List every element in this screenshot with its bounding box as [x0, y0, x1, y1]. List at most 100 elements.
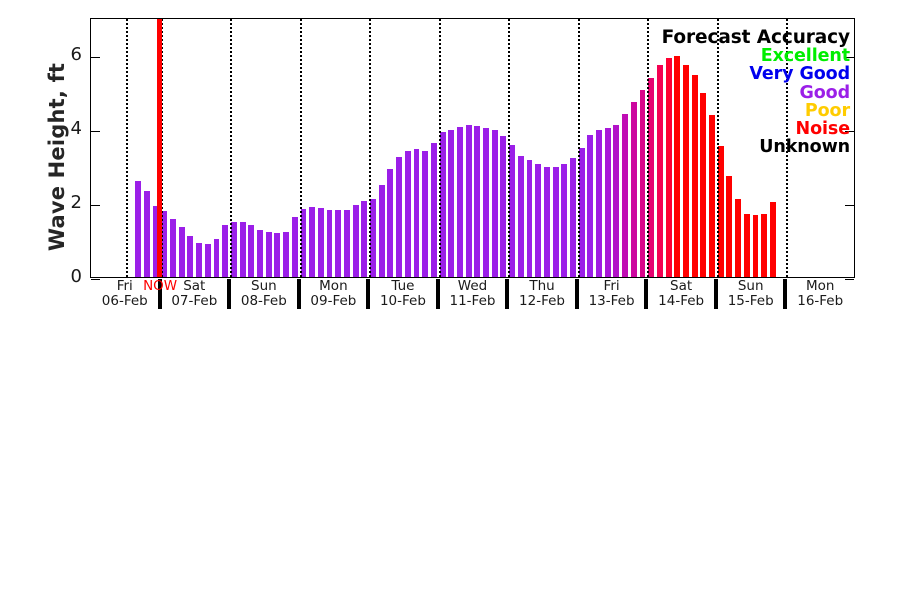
x-day-date: 12-Feb	[519, 293, 565, 309]
bar	[274, 232, 281, 277]
forecast-accuracy-legend: Forecast Accuracy Excellent Very Good Good…	[470, 27, 850, 157]
x-day-separator	[644, 279, 649, 309]
bar	[343, 210, 350, 277]
bar	[317, 207, 324, 277]
bar	[204, 244, 211, 277]
x-day-weekday: Fri	[116, 278, 133, 294]
bar	[335, 210, 342, 277]
bar	[509, 144, 516, 277]
x-day-label: Sat 14-Feb	[646, 279, 716, 309]
y-tick-label: 6	[70, 44, 82, 66]
x-day-weekday: Thu	[529, 278, 555, 294]
bar	[170, 218, 176, 277]
bar	[709, 115, 715, 277]
bar	[752, 214, 759, 277]
bar	[456, 127, 463, 277]
bar	[144, 191, 150, 277]
x-day-date: 10-Feb	[379, 293, 426, 309]
bar	[291, 217, 298, 277]
bar	[587, 134, 594, 277]
bar	[517, 155, 524, 277]
bar	[526, 160, 533, 277]
x-day-separator	[157, 279, 162, 309]
day-separator-partial	[125, 19, 128, 277]
bar	[604, 128, 611, 277]
x-day-weekday: Sat	[670, 278, 693, 294]
x-day-separator	[435, 279, 440, 309]
x-day-separator	[574, 279, 579, 309]
bar	[596, 129, 602, 277]
bar	[491, 130, 498, 277]
x-day-separator	[505, 279, 510, 309]
bar	[230, 221, 237, 277]
x-day-date: 13-Feb	[588, 293, 635, 309]
bar	[178, 226, 185, 277]
bar	[309, 207, 316, 277]
bar	[396, 156, 403, 277]
x-day-label: Mon 09-Feb	[299, 279, 369, 309]
x-day-separator	[366, 279, 371, 309]
bar	[239, 222, 246, 277]
y-tick-right	[845, 279, 854, 280]
bar	[257, 229, 263, 277]
bar	[474, 126, 481, 277]
bar	[265, 232, 272, 277]
legend-item-very-good: Very Good	[749, 64, 850, 85]
x-day-date: 08-Feb	[240, 293, 287, 309]
bar	[674, 56, 681, 277]
x-day-weekday: Wed	[457, 278, 488, 294]
bar	[248, 225, 255, 277]
bar	[622, 114, 629, 277]
bar	[361, 201, 368, 277]
x-day-separator	[713, 279, 718, 309]
x-day-separator	[296, 279, 301, 309]
bar	[465, 125, 472, 277]
bar	[213, 238, 220, 277]
y-tick-right	[845, 205, 854, 207]
y-tick-right	[845, 131, 854, 133]
y-tick-label: 0	[70, 266, 82, 287]
legend-item-unknown: Unknown	[759, 137, 850, 158]
x-day-weekday: Sun	[251, 278, 277, 294]
bar	[535, 164, 542, 277]
x-day-weekday: Mon	[319, 278, 348, 294]
day-separator	[577, 19, 580, 277]
y-tick-label: 2	[70, 192, 82, 214]
x-day-separator	[227, 279, 232, 309]
x-day-date: 15-Feb	[727, 293, 774, 309]
bar-series	[91, 19, 854, 277]
y-tick	[91, 57, 100, 59]
bar	[630, 102, 637, 277]
legend-item-poor: Poor	[804, 100, 850, 121]
x-day-label: Wed 11-Feb	[438, 279, 508, 309]
bar	[578, 147, 585, 277]
legend-title: Forecast Accuracy	[661, 27, 850, 48]
x-day-weekday: Tue	[391, 278, 415, 294]
bar	[700, 92, 707, 277]
x-day-date: 11-Feb	[449, 293, 496, 309]
x-day-separator	[783, 279, 788, 309]
legend-item-excellent: Excellent	[760, 46, 850, 67]
x-day-date: 16-Feb	[797, 293, 844, 309]
x-day-date: 06-Feb	[101, 293, 148, 309]
x-day-weekday: Mon	[805, 278, 835, 294]
legend-items: Excellent Very Good Good Poor Noise Unknown	[470, 47, 850, 156]
bar	[552, 167, 559, 277]
day-separator	[647, 19, 650, 277]
bar	[561, 164, 568, 277]
bar	[691, 75, 698, 277]
bar	[656, 65, 663, 277]
day-separator	[786, 19, 789, 277]
bar	[448, 130, 455, 277]
bar	[430, 142, 437, 277]
bar	[735, 198, 742, 277]
bar	[370, 198, 376, 277]
bar	[326, 210, 333, 277]
x-day-date: 07-Feb	[171, 293, 218, 309]
bar	[683, 65, 689, 277]
day-separator	[369, 19, 372, 277]
now-marker-label: NOW	[143, 278, 178, 294]
now-marker-line	[157, 19, 163, 277]
bar	[761, 214, 768, 277]
x-day-label: Tue 10-Feb	[368, 279, 438, 309]
